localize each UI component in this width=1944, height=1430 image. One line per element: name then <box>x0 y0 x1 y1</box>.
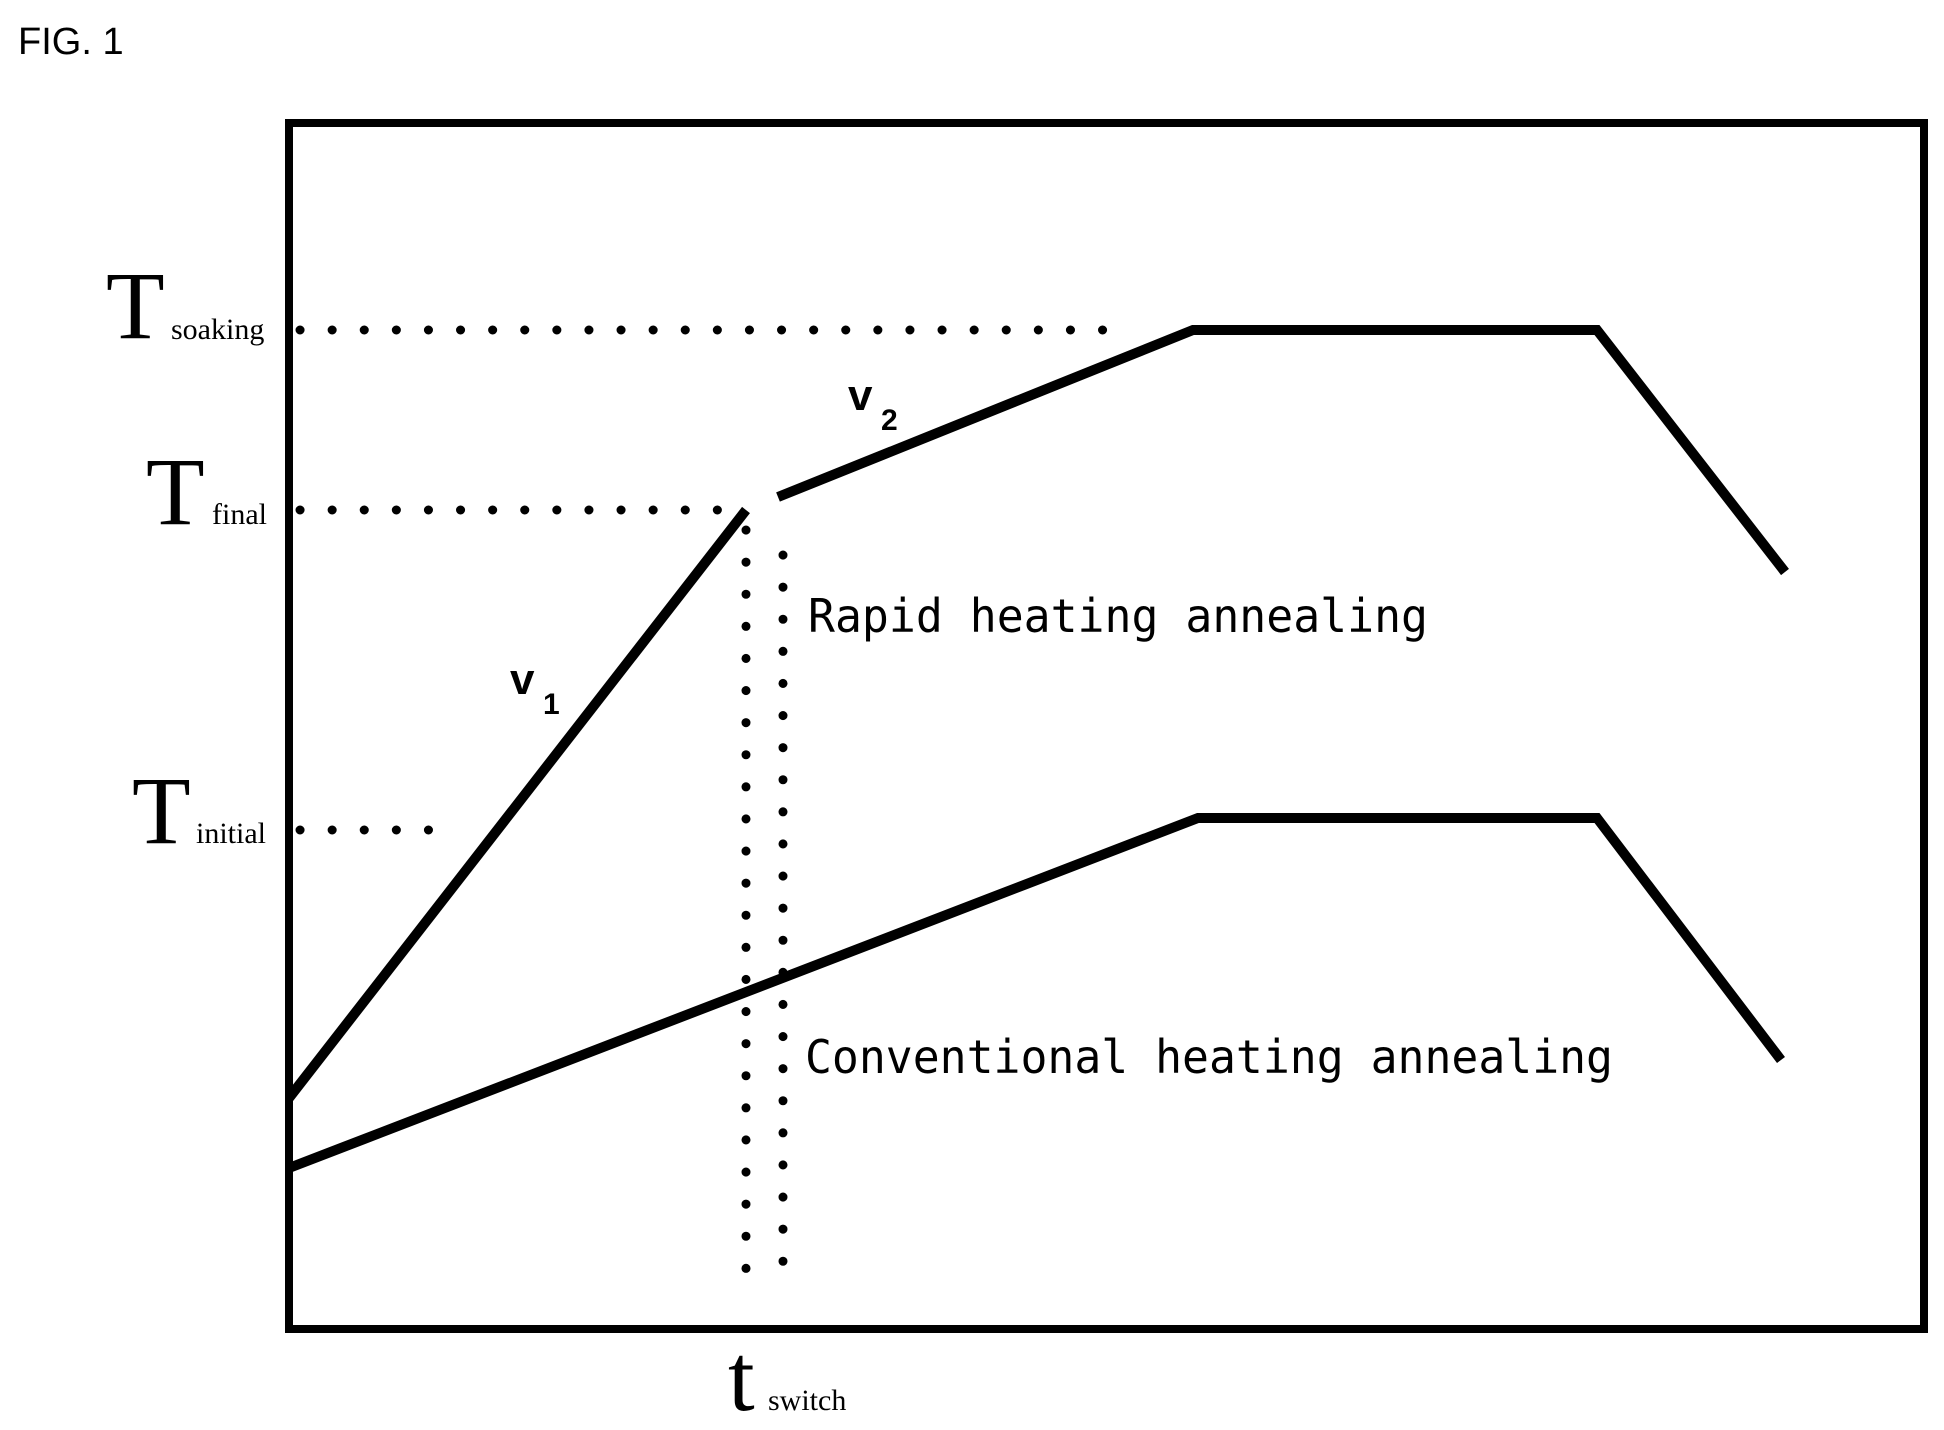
label-v2-sub: 2 <box>881 404 898 437</box>
label-t-final-sub: final <box>212 498 267 531</box>
label-t-final-main: T <box>146 438 205 545</box>
label-t-switch-sub: switch <box>768 1384 846 1417</box>
label-t-switch-main: t <box>728 1324 755 1430</box>
label-v2: v 2 <box>848 371 898 437</box>
label-t-soaking-sub: soaking <box>171 313 264 346</box>
label-t-switch: t switch <box>728 1324 846 1430</box>
label-v1: v 1 <box>510 655 560 721</box>
conventional-heating-curve <box>287 813 1785 1173</box>
label-t-initial-sub: initial <box>196 817 266 850</box>
label-t-soaking-main: T <box>106 252 165 359</box>
rapid-heating-label: Rapid heating annealing <box>808 589 1428 643</box>
label-v1-sub: 1 <box>543 688 560 721</box>
rapid-heating-curve <box>285 325 1789 1102</box>
rapid-ramp-v2-soak-cool <box>776 325 1789 576</box>
label-t-initial: T initial <box>132 757 266 864</box>
label-v1-main: v <box>510 655 535 704</box>
label-t-soaking: T soaking <box>106 252 264 359</box>
conventional-heating-label: Conventional heating annealing <box>805 1030 1613 1084</box>
plot-frame <box>285 119 1928 1333</box>
label-v2-main: v <box>848 371 873 420</box>
rapid-ramp-v1 <box>285 506 750 1102</box>
figure-label: FIG. 1 <box>18 21 124 63</box>
guide-lines <box>295 325 1137 1285</box>
label-t-final: T final <box>146 438 267 545</box>
label-t-initial-main: T <box>132 757 191 864</box>
